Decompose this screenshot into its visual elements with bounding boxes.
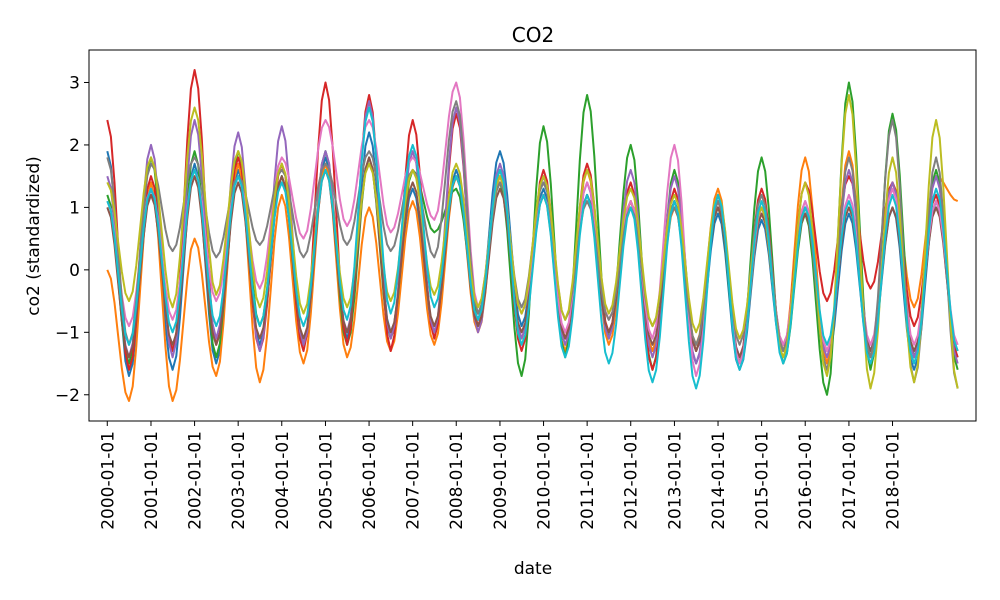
x-tick-label: 2013-01-01 bbox=[665, 431, 685, 530]
x-axis-label: date bbox=[514, 559, 552, 579]
y-tick-label: −2 bbox=[55, 386, 80, 406]
y-tick-label: 2 bbox=[69, 136, 80, 156]
y-tick-label: −1 bbox=[55, 323, 80, 343]
x-tick-label: 2004-01-01 bbox=[273, 431, 293, 530]
x-tick-label: 2007-01-01 bbox=[404, 431, 424, 530]
x-tick-label: 2003-01-01 bbox=[229, 431, 249, 530]
series-line-10 bbox=[106, 106, 959, 390]
x-tick-label: 2017-01-01 bbox=[840, 431, 860, 530]
x-tick-label: 2006-01-01 bbox=[360, 431, 380, 530]
plot-area-frame bbox=[88, 49, 977, 422]
x-tick-label: 2001-01-01 bbox=[142, 431, 162, 530]
x-tick-label: 2008-01-01 bbox=[447, 431, 467, 530]
x-tick-label: 2014-01-01 bbox=[709, 431, 729, 530]
y-tick-label: 3 bbox=[69, 73, 80, 93]
y-tick-label: 1 bbox=[69, 198, 80, 218]
x-tick-label: 2005-01-01 bbox=[316, 431, 336, 530]
x-tick-label: 2018-01-01 bbox=[884, 431, 904, 530]
x-tick-label: 2002-01-01 bbox=[186, 431, 206, 530]
x-tick-label: 2015-01-01 bbox=[753, 431, 773, 530]
y-tick-label: 0 bbox=[69, 261, 80, 281]
x-tick-label: 2012-01-01 bbox=[622, 431, 642, 530]
x-tick-label: 2016-01-01 bbox=[796, 431, 816, 530]
x-tick-label: 2010-01-01 bbox=[535, 431, 555, 530]
x-tick-label: 2000-01-01 bbox=[98, 431, 118, 530]
series-layer bbox=[106, 69, 959, 402]
x-tick-label: 2009-01-01 bbox=[491, 431, 511, 530]
chart-title: CO2 bbox=[512, 23, 554, 47]
y-axis-label: co2 (standardized) bbox=[24, 156, 44, 316]
x-tick-label: 2011-01-01 bbox=[578, 431, 598, 530]
y-axis-ticks: −2 −1 0 1 2 3 bbox=[55, 73, 89, 406]
x-axis-ticks: 2000-01-01 2001-01-01 2002-01-01 2003-01-01… bbox=[98, 421, 904, 530]
